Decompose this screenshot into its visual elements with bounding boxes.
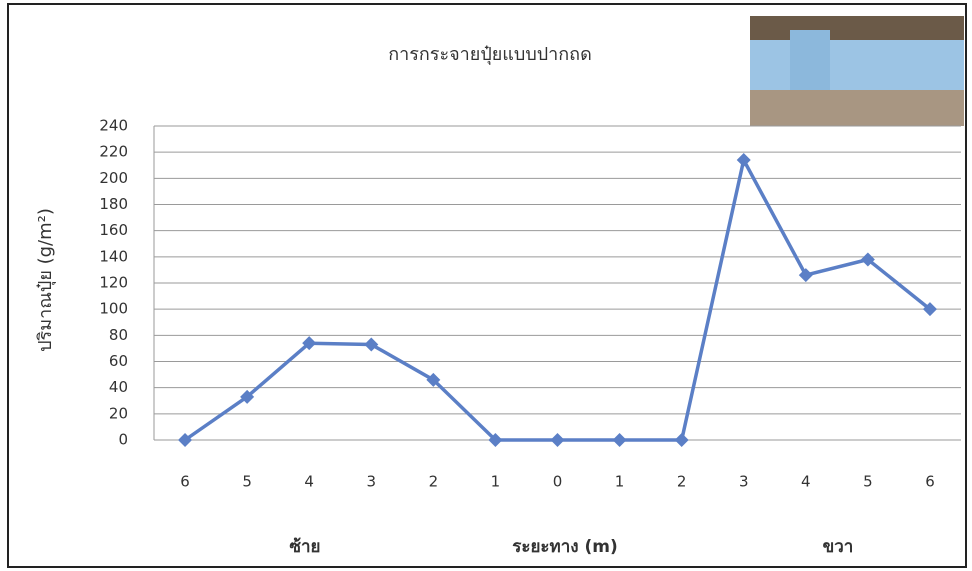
marker <box>860 252 875 267</box>
x-tick-label: 1 <box>491 473 501 491</box>
chart-border <box>7 3 967 568</box>
y-tick-label: 20 <box>109 404 128 422</box>
marker <box>922 302 937 317</box>
marker <box>550 433 565 447</box>
marker <box>798 268 813 283</box>
x-tick-label: 2 <box>677 473 687 491</box>
y-tick-label: 240 <box>99 117 128 135</box>
marker <box>488 433 503 447</box>
y-tick-label: 200 <box>99 169 128 187</box>
x-axis-label: ระยะทาง (m) <box>512 537 618 557</box>
marker <box>674 433 689 447</box>
annotation: ซ้าย <box>289 537 320 557</box>
marker <box>612 433 627 447</box>
x-tick-label: 4 <box>801 473 811 491</box>
marker <box>364 337 379 352</box>
x-tick-label: 3 <box>739 473 749 491</box>
y-axis-label: ปริมาณปุ๋ย (g/m²) <box>35 208 56 352</box>
y-tick-label: 100 <box>99 300 128 318</box>
photo <box>750 16 964 126</box>
marker <box>178 433 193 447</box>
chart-title: การกระจายปุ๋ยแบบปากถด <box>388 44 592 65</box>
marker <box>426 372 441 387</box>
x-tick-label: 2 <box>429 473 439 491</box>
annotation: ขวา <box>823 537 854 557</box>
y-tick-label: 120 <box>99 274 128 292</box>
marker <box>240 389 255 404</box>
y-tick-label: 140 <box>99 247 128 265</box>
y-tick-label: 60 <box>109 352 128 370</box>
y-tick-label: 0 <box>118 431 128 449</box>
line <box>184 158 932 442</box>
marker <box>736 153 751 168</box>
marker <box>302 336 317 351</box>
y-tick-label: 220 <box>99 143 128 161</box>
y-tick-label: 80 <box>109 326 128 344</box>
x-tick-label: 0 <box>553 473 563 491</box>
x-tick-label: 5 <box>242 473 252 491</box>
y-tick-label: 180 <box>99 195 128 213</box>
x-tick-label: 3 <box>366 473 376 491</box>
x-tick-label: 4 <box>304 473 314 491</box>
x-tick-label: 6 <box>180 473 190 491</box>
x-tick-label: 1 <box>615 473 625 491</box>
x-tick-label: 5 <box>863 473 873 491</box>
y-tick-label: 160 <box>99 221 128 239</box>
x-tick-label: 6 <box>925 473 935 491</box>
y-tick-label: 40 <box>109 378 128 396</box>
